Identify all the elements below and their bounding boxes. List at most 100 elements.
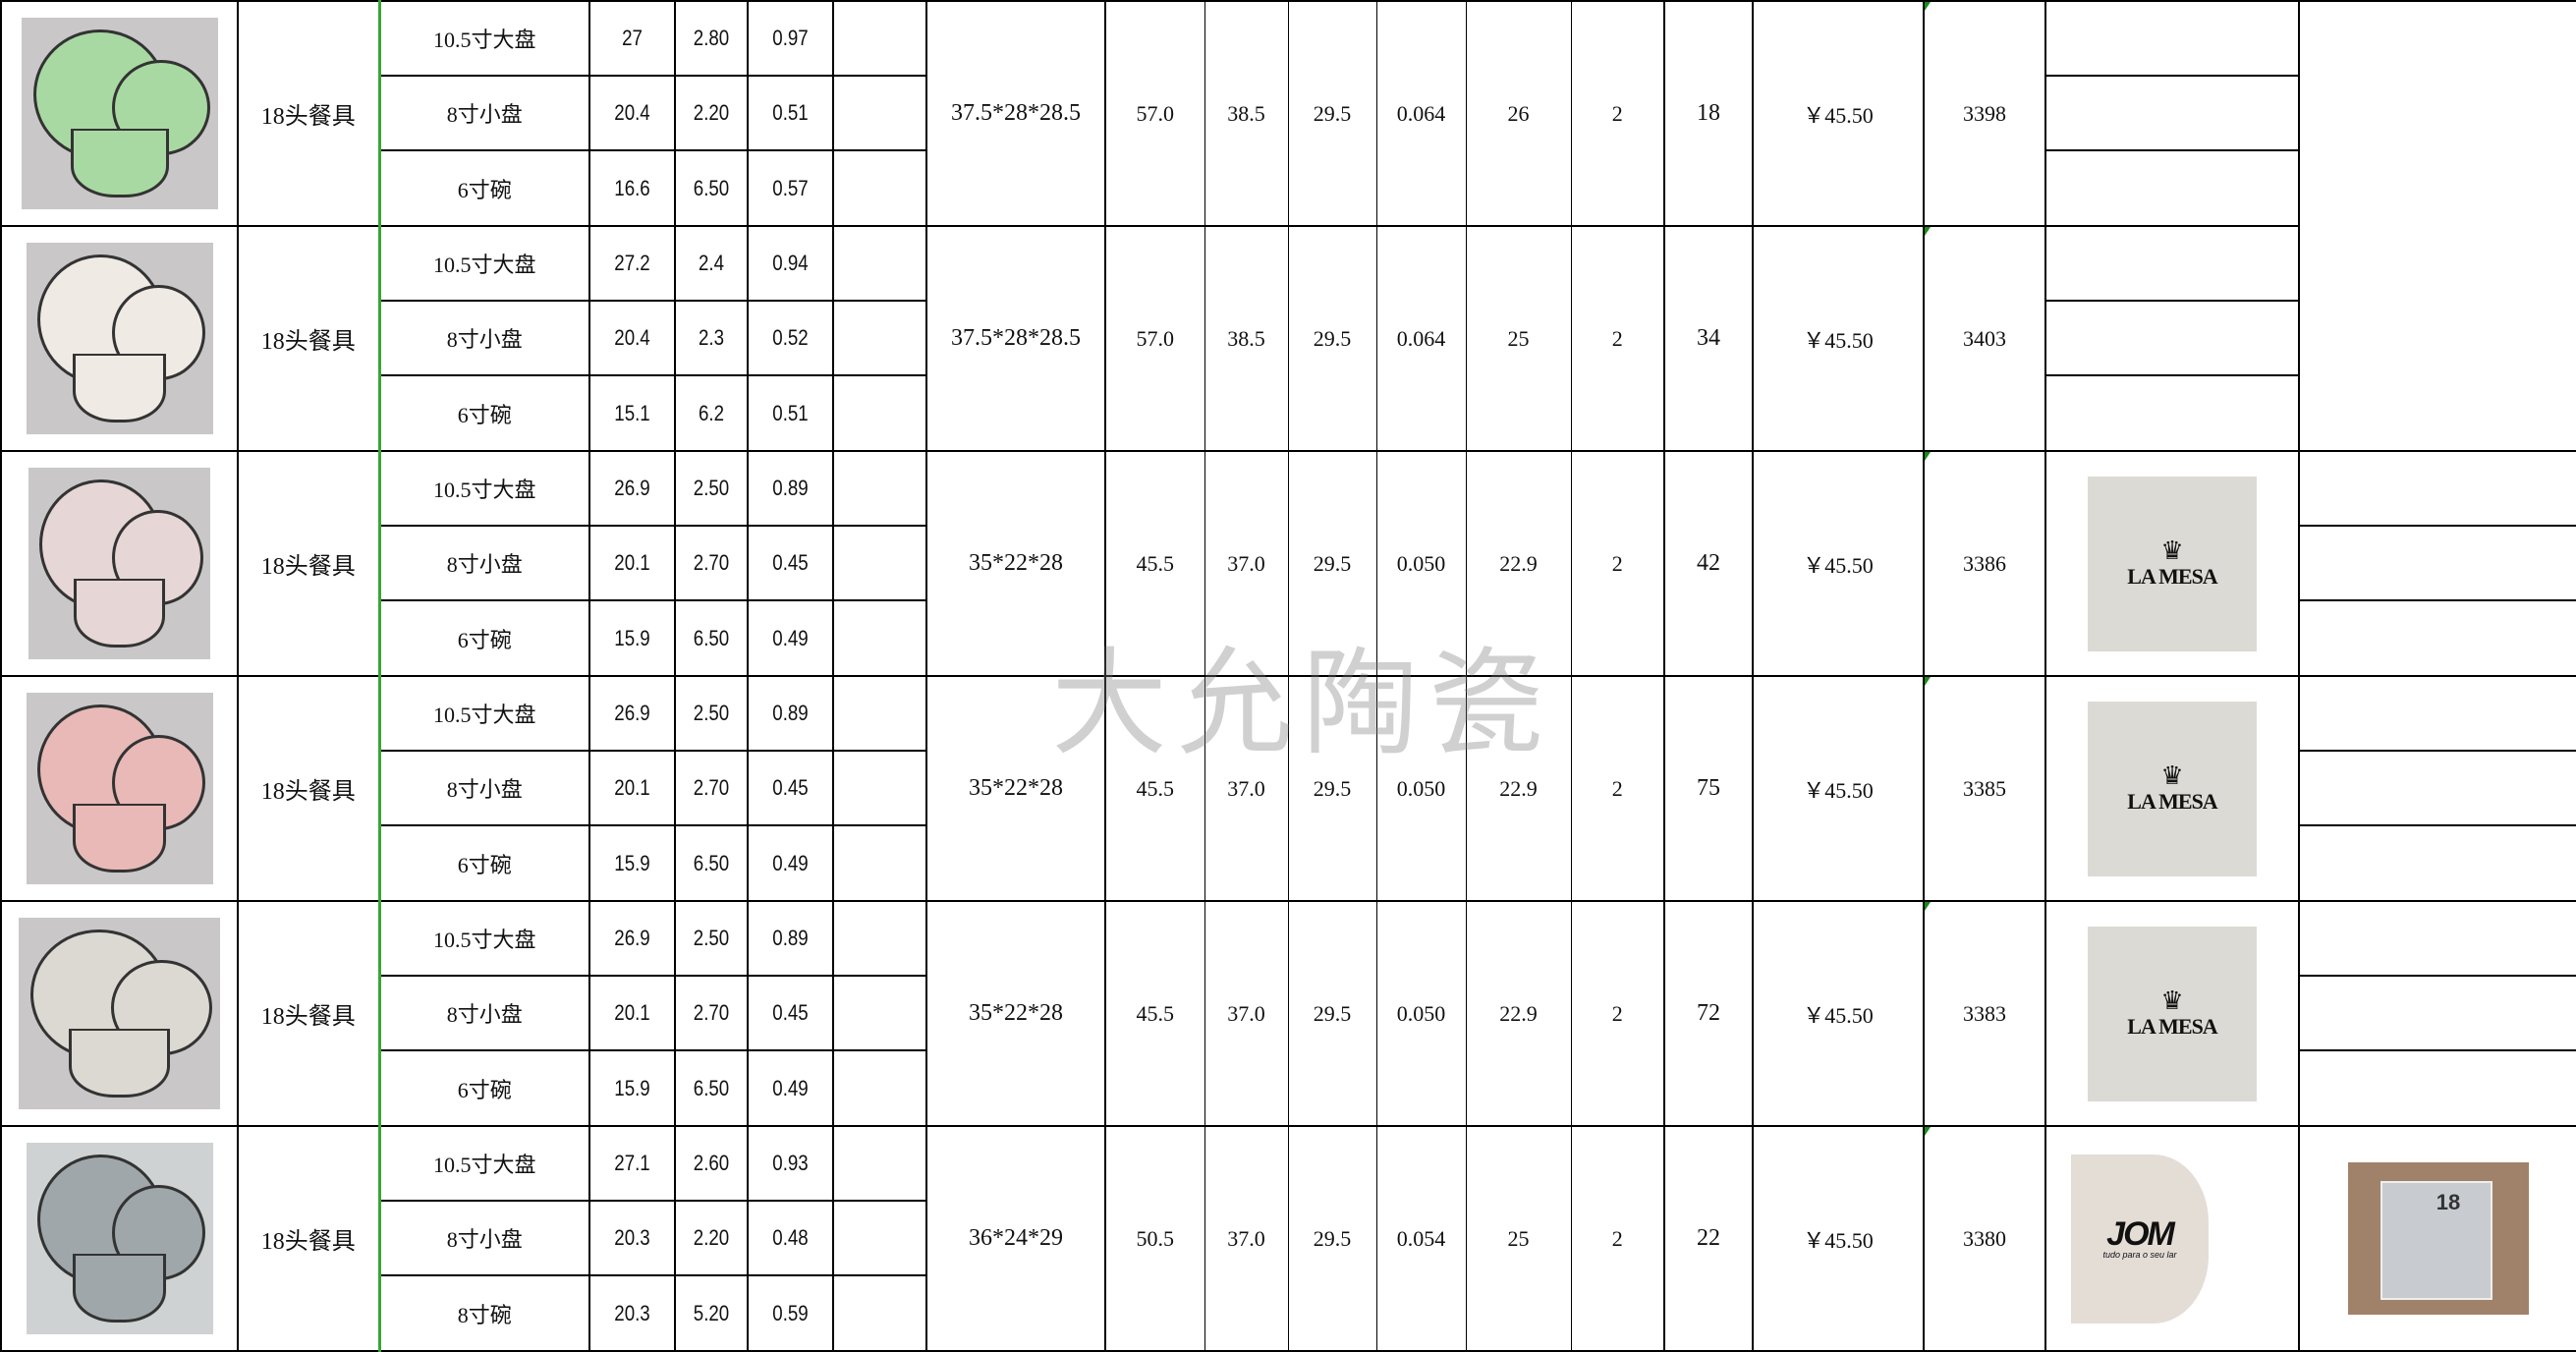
item-note (832, 1049, 927, 1127)
item-height: 5.20 (679, 1274, 744, 1352)
price: ￥45.50 (1752, 450, 1925, 677)
item-note (832, 900, 927, 977)
item-weight: 0.57 (753, 149, 828, 227)
carton-height: 29.5 (1287, 900, 1377, 1127)
item-size: 15.9 (594, 599, 670, 677)
cbm: 0.050 (1375, 450, 1467, 677)
table-row: 8寸小盘 20.1 2.70 0.45 (1, 525, 2576, 601)
comment-marker-icon (1925, 902, 1931, 911)
cbm: 0.050 (1375, 900, 1467, 1127)
dinnerware-image (21, 18, 218, 209)
item-size: 20.4 (594, 75, 670, 151)
jom-logo-text: JOM (2106, 1214, 2175, 1253)
carton-length: 45.5 (1104, 675, 1205, 902)
carton-width: 37.0 (1204, 450, 1289, 677)
item-weight: 0.97 (753, 0, 828, 77)
gross-weight: 25 (1465, 1125, 1572, 1352)
cbm: 0.064 (1375, 0, 1467, 227)
item-height: 6.50 (679, 149, 744, 227)
logo-cell (2044, 75, 2300, 151)
item-name: 6寸碗 (377, 824, 590, 902)
sets-per-carton: 2 (1570, 0, 1665, 227)
table-row: 6寸碗 15.9 6.50 0.49 (1, 824, 2576, 902)
item-height: 2.3 (679, 300, 744, 376)
logo-cell (2044, 225, 2300, 302)
carton-size: 36*24*29 (925, 1125, 1106, 1352)
crown-icon: ♛ (2160, 760, 2184, 790)
item-note (832, 675, 927, 752)
item-height: 2.50 (679, 450, 744, 527)
product-code: 3380 (1923, 1125, 2046, 1352)
carton-length: 45.5 (1104, 900, 1205, 1127)
item-weight: 0.93 (753, 1125, 828, 1202)
sets-per-carton: 2 (1570, 225, 1665, 452)
extra-cell (2298, 750, 2576, 826)
dinnerware-image (28, 468, 210, 659)
item-name: 8寸小盘 (377, 975, 590, 1051)
carton-size: 35*22*28 (925, 900, 1106, 1127)
item-note (832, 300, 927, 376)
brand-logo-image: ♛ LA MESA (2088, 476, 2257, 651)
comment-marker-icon (1925, 1127, 1931, 1136)
la-mesa-logo-text: LA MESA (2127, 788, 2217, 814)
stock-count: 42 (1663, 450, 1754, 677)
product-photo (0, 675, 239, 902)
stock-count: 22 (1663, 1125, 1754, 1352)
item-size: 15.9 (594, 824, 670, 902)
cbm: 0.064 (1375, 225, 1467, 452)
la-mesa-logo-text: LA MESA (2127, 563, 2217, 589)
table-row: 8寸碗 20.3 5.20 0.59 (1, 1274, 2576, 1352)
item-name: 6寸碗 (377, 374, 590, 452)
item-size: 20.1 (594, 750, 670, 826)
item-note (832, 1200, 927, 1276)
item-name: 8寸小盘 (377, 750, 590, 826)
item-name: 8寸小盘 (377, 525, 590, 601)
item-size: 20.1 (594, 525, 670, 601)
item-size: 20.3 (594, 1200, 670, 1276)
item-weight: 0.51 (753, 374, 828, 452)
item-note (832, 1125, 927, 1202)
carton-size: 37.5*28*28.5 (925, 225, 1106, 452)
item-note (832, 225, 927, 302)
item-weight: 0.49 (753, 1049, 828, 1127)
product-code: 3403 (1923, 225, 2046, 452)
item-height: 2.60 (679, 1125, 744, 1202)
comment-marker-icon (1925, 452, 1931, 461)
box-label: 18 (2436, 1189, 2461, 1214)
item-note (832, 975, 927, 1051)
item-height: 2.70 (679, 750, 744, 826)
price: ￥45.50 (1752, 1125, 1925, 1352)
gross-weight: 25 (1465, 225, 1572, 452)
product-photo (0, 0, 239, 227)
brand-logo-image: ♛ LA MESA (2088, 926, 2257, 1101)
item-size: 27.2 (594, 225, 670, 302)
product-photo (0, 450, 239, 677)
extra-cell (2298, 900, 2576, 977)
extra-cell (2298, 1049, 2576, 1127)
item-size: 15.9 (594, 1049, 670, 1127)
item-weight: 0.49 (753, 599, 828, 677)
extra-cell (2299, 0, 2576, 451)
item-name: 10.5寸大盘 (377, 900, 590, 977)
logo-cell: JOM tudo para o seu lar (2044, 1125, 2300, 1352)
extra-cell (2298, 599, 2576, 677)
item-height: 2.50 (679, 675, 744, 752)
table-row: 6寸碗 16.6 6.50 0.57 (1, 149, 2576, 227)
item-height: 6.2 (679, 374, 744, 452)
set-name: 18头餐具 (237, 0, 380, 227)
item-weight: 0.89 (753, 675, 828, 752)
item-weight: 0.45 (753, 975, 828, 1051)
carton-length: 50.5 (1104, 1125, 1205, 1352)
product-code: 3386 (1923, 450, 2046, 677)
item-weight: 0.59 (753, 1274, 828, 1352)
item-note (832, 1274, 927, 1352)
stock-count: 18 (1663, 0, 1754, 227)
set-name: 18头餐具 (237, 900, 380, 1127)
item-name: 6寸碗 (377, 1049, 590, 1127)
set-name: 18头餐具 (237, 225, 380, 452)
dinnerware-image (26, 1143, 213, 1334)
carton-size: 35*22*28 (925, 675, 1106, 902)
la-mesa-logo-text: LA MESA (2127, 1013, 2217, 1039)
item-weight: 0.52 (753, 300, 828, 376)
logo-cell (2044, 374, 2300, 452)
